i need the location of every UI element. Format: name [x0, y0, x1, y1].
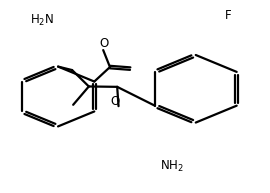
Text: O: O: [110, 95, 119, 108]
Text: F: F: [225, 9, 231, 22]
Text: H$_2$N: H$_2$N: [30, 13, 54, 28]
Text: NH$_2$: NH$_2$: [160, 159, 183, 174]
Text: O: O: [99, 37, 109, 50]
